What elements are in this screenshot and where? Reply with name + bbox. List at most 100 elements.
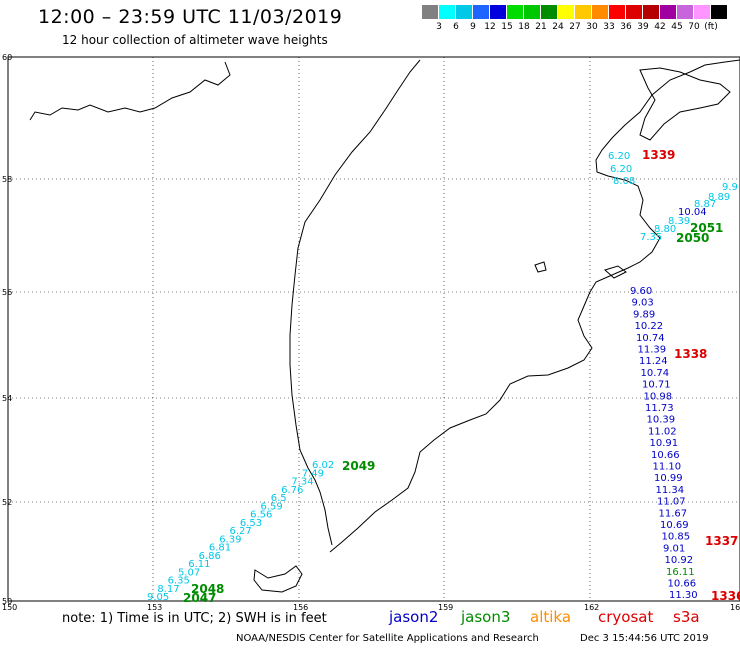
wave-height-value: 8.17 <box>157 584 179 595</box>
map-title: 12:00 – 23:59 UTC 11/03/2019 <box>38 6 343 28</box>
wave-height-value: 9.60 <box>630 286 652 297</box>
wave-height-value: 6.56 <box>250 510 272 521</box>
scale-swatch <box>575 5 591 19</box>
pass-number-label: 2047 <box>183 591 216 605</box>
longitude-label: 165 <box>730 603 740 612</box>
scale-label: 21 <box>535 22 547 32</box>
scale-label: 15 <box>501 22 513 32</box>
wave-height-value: 10.74 <box>641 368 670 379</box>
longitude-label: 153 <box>147 603 162 612</box>
scale-swatch <box>422 5 438 19</box>
wave-height-value: 9.9 <box>722 182 738 193</box>
wave-height-value: 6.20 <box>608 151 630 162</box>
wave-height-value: 7.49 <box>302 468 324 479</box>
scale-swatch <box>507 5 523 19</box>
scale-label: 18 <box>518 22 530 32</box>
legend-jason3: jason3 <box>461 608 511 626</box>
latitude-label: 58 <box>2 175 12 184</box>
longitude-label: 162 <box>584 603 599 612</box>
longitude-label: 150 <box>2 603 17 612</box>
wave-height-value: 16.11 <box>666 567 695 578</box>
island-karaginsky <box>639 67 731 141</box>
wave-height-value: 8.39 <box>668 216 690 227</box>
kamchatka-coastline <box>329 59 740 553</box>
wave-height-value: 6.35 <box>168 576 190 587</box>
wave-height-value: 8.80 <box>654 224 676 235</box>
scale-swatch <box>660 5 676 19</box>
wave-height-value: 10.04 <box>678 207 707 218</box>
longitude-labels: 150 153 156 159 162 165 <box>2 603 740 612</box>
scale-swatch <box>473 5 489 19</box>
footer-timestamp: Dec 3 15:44:56 UTC 2019 <box>580 633 709 644</box>
pass-number-label: 1337 <box>705 534 738 548</box>
wave-height-value: 10.74 <box>636 333 665 344</box>
wave-height-value: 11.30 <box>669 590 698 601</box>
wave-height-value: 10.85 <box>662 532 691 543</box>
wave-height-value: 10.71 <box>642 380 671 391</box>
wave-height-value: 11.24 <box>639 356 668 367</box>
scale-swatch <box>592 5 608 19</box>
wave-height-value: 8.89 <box>708 192 730 203</box>
map-subtitle: 12 hour collection of altimeter wave hei… <box>62 33 328 47</box>
sea-of-okhotsk-coast <box>29 61 231 121</box>
scale-label: 45 <box>671 22 683 32</box>
scale-swatch <box>626 5 642 19</box>
wave-height-value: 10.66 <box>668 579 697 590</box>
wave-height-value: 6.86 <box>199 551 221 562</box>
scale-swatch <box>439 5 455 19</box>
scale-swatch <box>456 5 472 19</box>
wave-height-value: 9.01 <box>663 543 685 554</box>
pass-number-label: 1338 <box>674 347 707 361</box>
scale-label: 9 <box>470 22 476 32</box>
wave-height-value: 8.87 <box>694 199 716 210</box>
scale-label: 39 <box>637 22 649 32</box>
wave-height-value: 11.34 <box>656 485 685 496</box>
scale-swatch <box>711 5 727 19</box>
wave-height-value: 6.20 <box>610 164 632 175</box>
wave-height-value: 11.39 <box>638 345 667 356</box>
pass-number-label: 2051 <box>690 221 723 235</box>
wave-height-value: 6.5 <box>271 493 287 504</box>
scale-label: 6 <box>453 22 459 32</box>
scale-swatch <box>677 5 693 19</box>
wave-height-value: 10.99 <box>654 473 683 484</box>
wave-height-value: 9.89 <box>633 309 655 320</box>
scale-label: (ft) <box>704 22 718 32</box>
wave-height-value: 10.69 <box>660 520 689 531</box>
legend-altika: altika <box>530 608 572 626</box>
west-coast-peninsula <box>289 59 421 546</box>
note-text: note: 1) Time is in UTC; 2) SWH is in fe… <box>62 611 327 626</box>
pass-number-label: 2049 <box>342 459 375 473</box>
scale-label: 33 <box>603 22 615 32</box>
scale-label: 42 <box>654 22 666 32</box>
wave-height-value: 11.67 <box>659 508 688 519</box>
latitude-label: 50 <box>2 597 12 606</box>
wave-height-value: 10.66 <box>651 450 680 461</box>
coastline <box>29 59 740 593</box>
scale-swatch <box>541 5 557 19</box>
wave-height-value: 10.98 <box>644 391 673 402</box>
wave-height-value: 10.22 <box>635 321 664 332</box>
wave-height-value: 6.02 <box>312 460 334 471</box>
wave-height-value: 9.05 <box>147 592 169 603</box>
wave-height-value: 6.27 <box>230 526 252 537</box>
longitude-label: 156 <box>293 603 308 612</box>
scale-swatch <box>643 5 659 19</box>
wave-height-value: 8.08 <box>613 176 635 187</box>
wave-height-value: 9.03 <box>632 298 654 309</box>
wave-height-value: 6.11 <box>188 559 210 570</box>
pass-number-label: 2048 <box>191 582 224 596</box>
lat-lon-grid <box>8 57 740 601</box>
scale-swatch <box>490 5 506 19</box>
latitude-labels: 60 58 56 54 52 50 <box>2 53 12 606</box>
pass-number-label: 1339 <box>642 148 675 162</box>
wave-height-value: 7.34 <box>291 477 313 488</box>
island-small-2 <box>604 265 627 279</box>
pass-number-label: 1336 <box>711 589 740 603</box>
longitude-label: 159 <box>438 603 453 612</box>
scale-label: 36 <box>620 22 632 32</box>
wave-height-value: 6.81 <box>209 543 231 554</box>
legend-cryosat: cryosat <box>598 608 654 626</box>
wave-height-value: 6.76 <box>281 485 303 496</box>
